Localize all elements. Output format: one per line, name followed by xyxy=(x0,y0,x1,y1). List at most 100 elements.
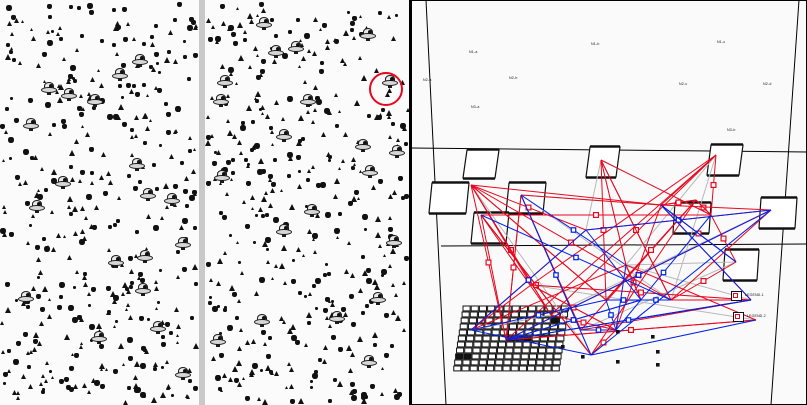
agent-sprite[interactable] xyxy=(150,321,166,334)
node-marker-blue[interactable] xyxy=(595,327,602,333)
particle-dot xyxy=(254,291,259,296)
node-marker-blue[interactable] xyxy=(570,227,577,233)
agent-foot-icon xyxy=(306,104,310,107)
agent-sprite[interactable] xyxy=(361,355,377,368)
agent-sprite[interactable] xyxy=(256,17,272,30)
particle-dot xyxy=(91,287,96,292)
legend-marker-box[interactable] xyxy=(733,312,744,322)
node-marker-red[interactable] xyxy=(580,319,587,326)
node-marker-red[interactable] xyxy=(600,227,607,234)
grid-cell xyxy=(486,311,495,318)
wall-panel-4[interactable] xyxy=(585,146,621,178)
node-marker-blue[interactable] xyxy=(635,272,642,278)
agent-sprite[interactable] xyxy=(329,311,345,324)
node-marker-blue[interactable] xyxy=(608,312,614,318)
node-marker-red[interactable] xyxy=(628,327,635,334)
agent-sprite[interactable] xyxy=(132,54,148,67)
agent-sprite[interactable] xyxy=(91,331,107,344)
agent-sprite[interactable] xyxy=(175,367,191,380)
particle-dot xyxy=(39,321,44,326)
particle-dot xyxy=(116,25,121,30)
agent-sprite[interactable] xyxy=(355,139,371,152)
agent-sprite[interactable] xyxy=(129,158,145,171)
agent-sprite[interactable] xyxy=(135,283,151,296)
node-marker-red[interactable] xyxy=(648,247,655,254)
node-marker-blue[interactable] xyxy=(525,277,532,283)
agent-sprite[interactable] xyxy=(214,170,230,183)
particle-dot xyxy=(257,169,263,175)
agent-sprite[interactable] xyxy=(304,204,320,217)
particle-dot xyxy=(160,392,166,398)
agent-sprite[interactable] xyxy=(288,41,304,54)
particle-dot xyxy=(351,196,357,202)
agent-sprite[interactable] xyxy=(386,235,402,248)
agent-sprite[interactable] xyxy=(268,45,284,58)
agent-sprite[interactable] xyxy=(175,237,191,250)
node-marker-red[interactable] xyxy=(510,264,517,271)
particle-dot xyxy=(274,264,278,268)
particle-dot xyxy=(343,62,347,66)
particle-dot xyxy=(374,68,379,73)
agent-foot-icon xyxy=(366,38,370,41)
wall-panel-0[interactable] xyxy=(462,149,500,179)
link-red xyxy=(470,264,627,331)
agent-sprite[interactable] xyxy=(210,334,226,347)
agent-sprite[interactable] xyxy=(370,292,386,305)
wall-panel-1[interactable] xyxy=(428,182,470,214)
particle-dot xyxy=(8,137,14,143)
node-marker-blue[interactable] xyxy=(660,269,667,276)
agent-sprite[interactable] xyxy=(276,129,292,142)
network-diagram-3d[interactable]: N1-a N1-b N1-c N2-a N2-b N2-c N2-d N3-a N3-b LEGE… xyxy=(411,0,807,405)
agent-sprite[interactable] xyxy=(87,94,103,107)
particle-dot xyxy=(266,248,269,251)
node-marker-red[interactable] xyxy=(638,289,645,296)
agent-sprite[interactable] xyxy=(137,250,153,263)
particle-dot xyxy=(190,316,194,320)
floor-grid[interactable] xyxy=(453,305,569,372)
node-marker-red[interactable] xyxy=(593,212,600,219)
node-marker-blue[interactable] xyxy=(570,317,577,323)
node-marker-black xyxy=(656,363,660,367)
grid-cell xyxy=(494,365,503,372)
particle-dot xyxy=(243,38,247,42)
node-marker-blue[interactable] xyxy=(620,297,627,303)
agent-sprite[interactable] xyxy=(55,176,71,189)
agent-sprite[interactable] xyxy=(112,68,128,81)
node-marker-red[interactable] xyxy=(710,182,717,189)
particle-dot xyxy=(27,365,31,369)
agent-sprite[interactable] xyxy=(362,165,378,178)
particle-dot xyxy=(171,394,174,397)
particle-dot xyxy=(15,175,20,180)
node-marker-red[interactable] xyxy=(700,278,707,285)
agent-sprite[interactable] xyxy=(217,75,233,88)
agent-sprite[interactable] xyxy=(61,88,77,101)
node-marker-blue[interactable] xyxy=(625,317,632,323)
node-marker-blue[interactable] xyxy=(553,272,559,278)
agent-sprite[interactable] xyxy=(29,200,45,213)
agent-eye-icon xyxy=(218,336,222,340)
diagram-node-label: N2-c xyxy=(679,82,688,86)
agent-sprite[interactable] xyxy=(360,28,376,41)
node-marker-red[interactable] xyxy=(485,259,492,266)
node-marker-blue[interactable] xyxy=(573,254,579,261)
particle-dot xyxy=(29,350,33,354)
node-marker-red[interactable] xyxy=(675,199,682,206)
agent-sprite[interactable] xyxy=(164,193,180,206)
agent-sprite[interactable] xyxy=(300,94,316,107)
legend-marker-box[interactable] xyxy=(731,291,742,301)
particle-dot xyxy=(219,332,222,335)
agent-sprite[interactable] xyxy=(276,224,292,237)
agent-sprite[interactable] xyxy=(254,314,270,327)
simulation-view-left[interactable] xyxy=(0,0,199,405)
agent-sprite[interactable] xyxy=(389,145,405,158)
simulation-view-right[interactable] xyxy=(205,0,410,405)
node-marker-blue[interactable] xyxy=(535,312,542,318)
agent-sprite[interactable] xyxy=(18,291,34,304)
agent-sprite[interactable] xyxy=(140,188,156,201)
agent-sprite[interactable] xyxy=(41,82,57,95)
node-marker-red[interactable] xyxy=(720,235,727,242)
particle-dot xyxy=(223,251,227,255)
agent-sprite[interactable] xyxy=(23,118,39,131)
agent-sprite[interactable] xyxy=(213,94,229,107)
agent-sprite[interactable] xyxy=(108,255,124,268)
